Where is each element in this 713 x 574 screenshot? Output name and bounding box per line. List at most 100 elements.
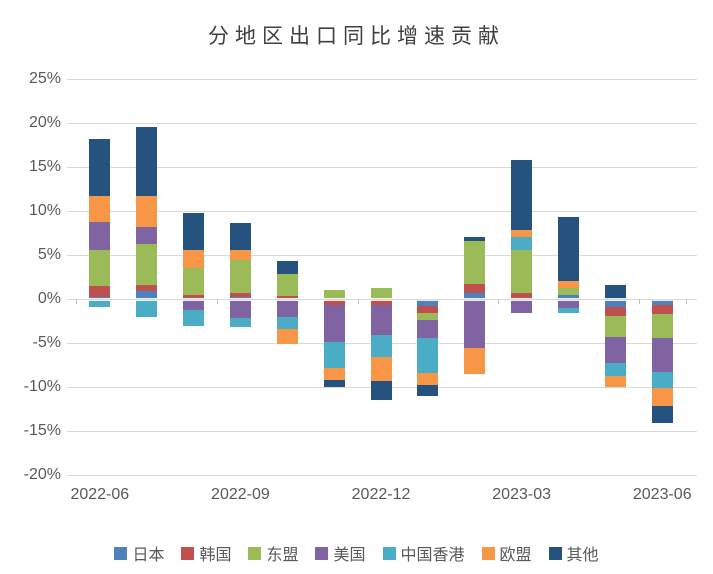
bar-segment: [136, 285, 158, 292]
bar-segment: [511, 299, 533, 313]
bar-segment: [136, 126, 158, 197]
bar-segment: [370, 299, 392, 305]
bar-segment: [370, 334, 392, 357]
gridline: [67, 79, 697, 81]
legend-color-swatch: [114, 546, 128, 560]
x-axis-tick-mark: [685, 299, 687, 305]
legend-item: 欧盟: [481, 541, 532, 565]
bar-segment: [651, 305, 673, 315]
bar-segment: [511, 160, 533, 230]
bar-segment: [370, 287, 392, 300]
gridline: [67, 475, 697, 477]
bar-segment: [323, 341, 345, 368]
bar-segment: [276, 299, 298, 317]
y-axis-tick-label: 20%: [28, 114, 61, 132]
bar-segment: [558, 287, 579, 295]
legend-color-swatch: [315, 546, 329, 560]
bar-segment: [89, 286, 111, 297]
bar-segment: [417, 384, 439, 397]
bar-segment: [511, 249, 533, 294]
bar-segment: [229, 293, 251, 297]
legend-item: 日本: [114, 541, 164, 565]
legend-label: 美国: [333, 547, 366, 564]
bar-segment: [464, 236, 486, 242]
bar-segment: [417, 338, 439, 374]
y-axis-tick-label: 25%: [28, 70, 61, 88]
legend-item: 东盟: [248, 541, 298, 565]
legend-label: 日本: [132, 547, 165, 564]
legend-item: 其他: [548, 541, 599, 565]
y-axis-tick-label: 15%: [28, 158, 61, 176]
bar-segment: [136, 196, 158, 228]
bar-segment: [604, 337, 626, 363]
bar-segment: [370, 356, 392, 382]
bar-segment: [464, 241, 486, 285]
bar-segment: [89, 138, 111, 197]
legend-label: 东盟: [266, 547, 299, 564]
bar-segment: [370, 304, 392, 335]
legend-label: 欧盟: [499, 547, 532, 564]
y-axis-tick-label: 10%: [28, 202, 61, 220]
bar-segment: [276, 295, 298, 300]
bar-segment: [276, 329, 298, 345]
bar-segment: [511, 293, 533, 298]
legend-item: 韩国: [181, 541, 231, 565]
bar-segment: [604, 285, 626, 300]
bar-segment: [89, 221, 111, 250]
bar-segment: [323, 304, 345, 342]
gridline: [67, 255, 697, 257]
gridline: [67, 123, 697, 125]
bar-segment: [323, 299, 345, 305]
legend-item: 美国: [315, 541, 366, 565]
x-axis-tick-mark: [638, 299, 640, 305]
bar-segment: [323, 368, 345, 381]
bar-segment: [136, 243, 158, 286]
bar-segment: [183, 212, 205, 250]
legend-color-swatch: [248, 546, 262, 560]
legend-item: 中国香港: [382, 541, 465, 565]
bar-segment: [464, 284, 486, 294]
bar-segment: [604, 362, 626, 376]
x-axis-tick-label: 2023-03: [492, 486, 551, 503]
legend-color-swatch: [548, 546, 562, 560]
bar-segment: [136, 227, 158, 244]
chart-title: 分地区出口同比增速贡献: [208, 24, 505, 48]
bar-segment: [511, 297, 533, 300]
bar-segment: [323, 380, 345, 388]
chart-legend: 日本 韩国 东盟 美国 中国香港 欧盟 其他: [0, 541, 713, 565]
bar-segment: [229, 222, 251, 250]
bar-segment: [651, 338, 673, 372]
bar-segment: [558, 217, 579, 281]
bar-segment: [229, 299, 251, 318]
bar-segment: [417, 313, 439, 320]
bar-segment: [604, 307, 626, 317]
legend-label: 韩国: [199, 547, 232, 564]
bar-segment: [558, 299, 579, 309]
bar-segment: [183, 249, 205, 268]
x-axis-tick-label: 2022-09: [211, 486, 270, 503]
y-axis-tick-label: -5%: [32, 334, 61, 352]
bar-segment: [276, 316, 298, 330]
bar-segment: [136, 299, 158, 317]
bar-segment: [323, 289, 345, 300]
bar-segment: [229, 296, 251, 300]
x-axis-tick-label: 2022-12: [351, 486, 411, 503]
bar-segment: [417, 299, 439, 307]
x-axis-tick-label: 2022-06: [70, 486, 130, 503]
bar-segment: [651, 405, 673, 423]
y-axis-tick-label: -20%: [23, 466, 61, 484]
bar-segment: [136, 291, 158, 300]
bar-segment: [229, 317, 251, 327]
bar-segment: [651, 371, 673, 389]
bar-segment: [276, 260, 298, 274]
legend-color-swatch: [181, 546, 195, 560]
legend-label: 其他: [566, 547, 599, 564]
gridline: [67, 211, 697, 213]
bar-segment: [229, 259, 251, 294]
bar-segment: [604, 316, 626, 338]
bar-segment: [558, 308, 579, 314]
bar-segment: [183, 298, 205, 300]
bar-segment: [89, 296, 111, 300]
bar-segment: [604, 375, 626, 387]
